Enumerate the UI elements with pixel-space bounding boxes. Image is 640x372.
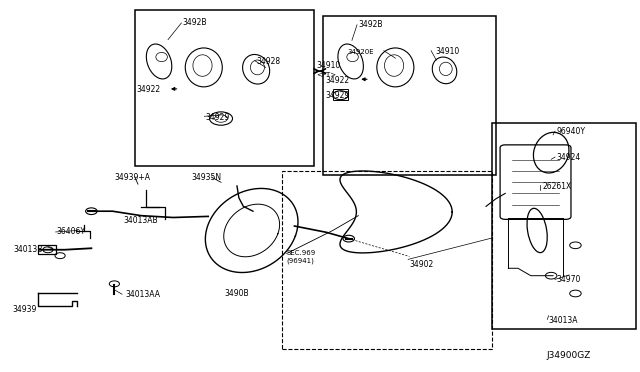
Text: 34910: 34910 [435,47,460,56]
Text: J34900GZ: J34900GZ [547,351,591,360]
Bar [323,16,495,175]
Text: 36406Y: 36406Y [57,227,86,237]
Text: SEC.969: SEC.969 [287,250,316,256]
Bar [492,123,636,329]
Text: 34929: 34929 [325,91,349,100]
Text: 26261X: 26261X [542,182,572,190]
Text: 34935N: 34935N [191,173,221,182]
Bar [38,245,56,254]
Text: 3492B: 3492B [358,20,383,29]
Text: 34922: 34922 [137,85,161,94]
Text: 34902: 34902 [410,260,434,269]
Text: 34929: 34929 [205,113,229,122]
Bar [135,10,314,166]
Text: 34924: 34924 [556,153,580,161]
Text: 3492B: 3492B [182,19,207,28]
Text: 34013B: 34013B [13,245,43,254]
Text: (96941): (96941) [287,258,315,264]
Text: 34920E: 34920E [348,49,374,55]
Text: 3490B: 3490B [224,289,249,298]
Text: <PT>: <PT> [316,72,336,78]
Text: 34013AB: 34013AB [124,217,158,225]
Bar [282,171,492,349]
Text: 34922: 34922 [325,76,349,85]
Bar [333,89,348,100]
Text: 34013A: 34013A [548,316,578,325]
Text: 34939+A: 34939+A [115,173,150,182]
Text: 34939: 34939 [12,305,36,314]
Text: 34910: 34910 [316,61,340,70]
Text: 34970: 34970 [556,275,580,284]
Text: 34013AA: 34013AA [125,290,160,299]
Text: 34928: 34928 [256,57,280,66]
Text: 96940Y: 96940Y [556,126,586,136]
